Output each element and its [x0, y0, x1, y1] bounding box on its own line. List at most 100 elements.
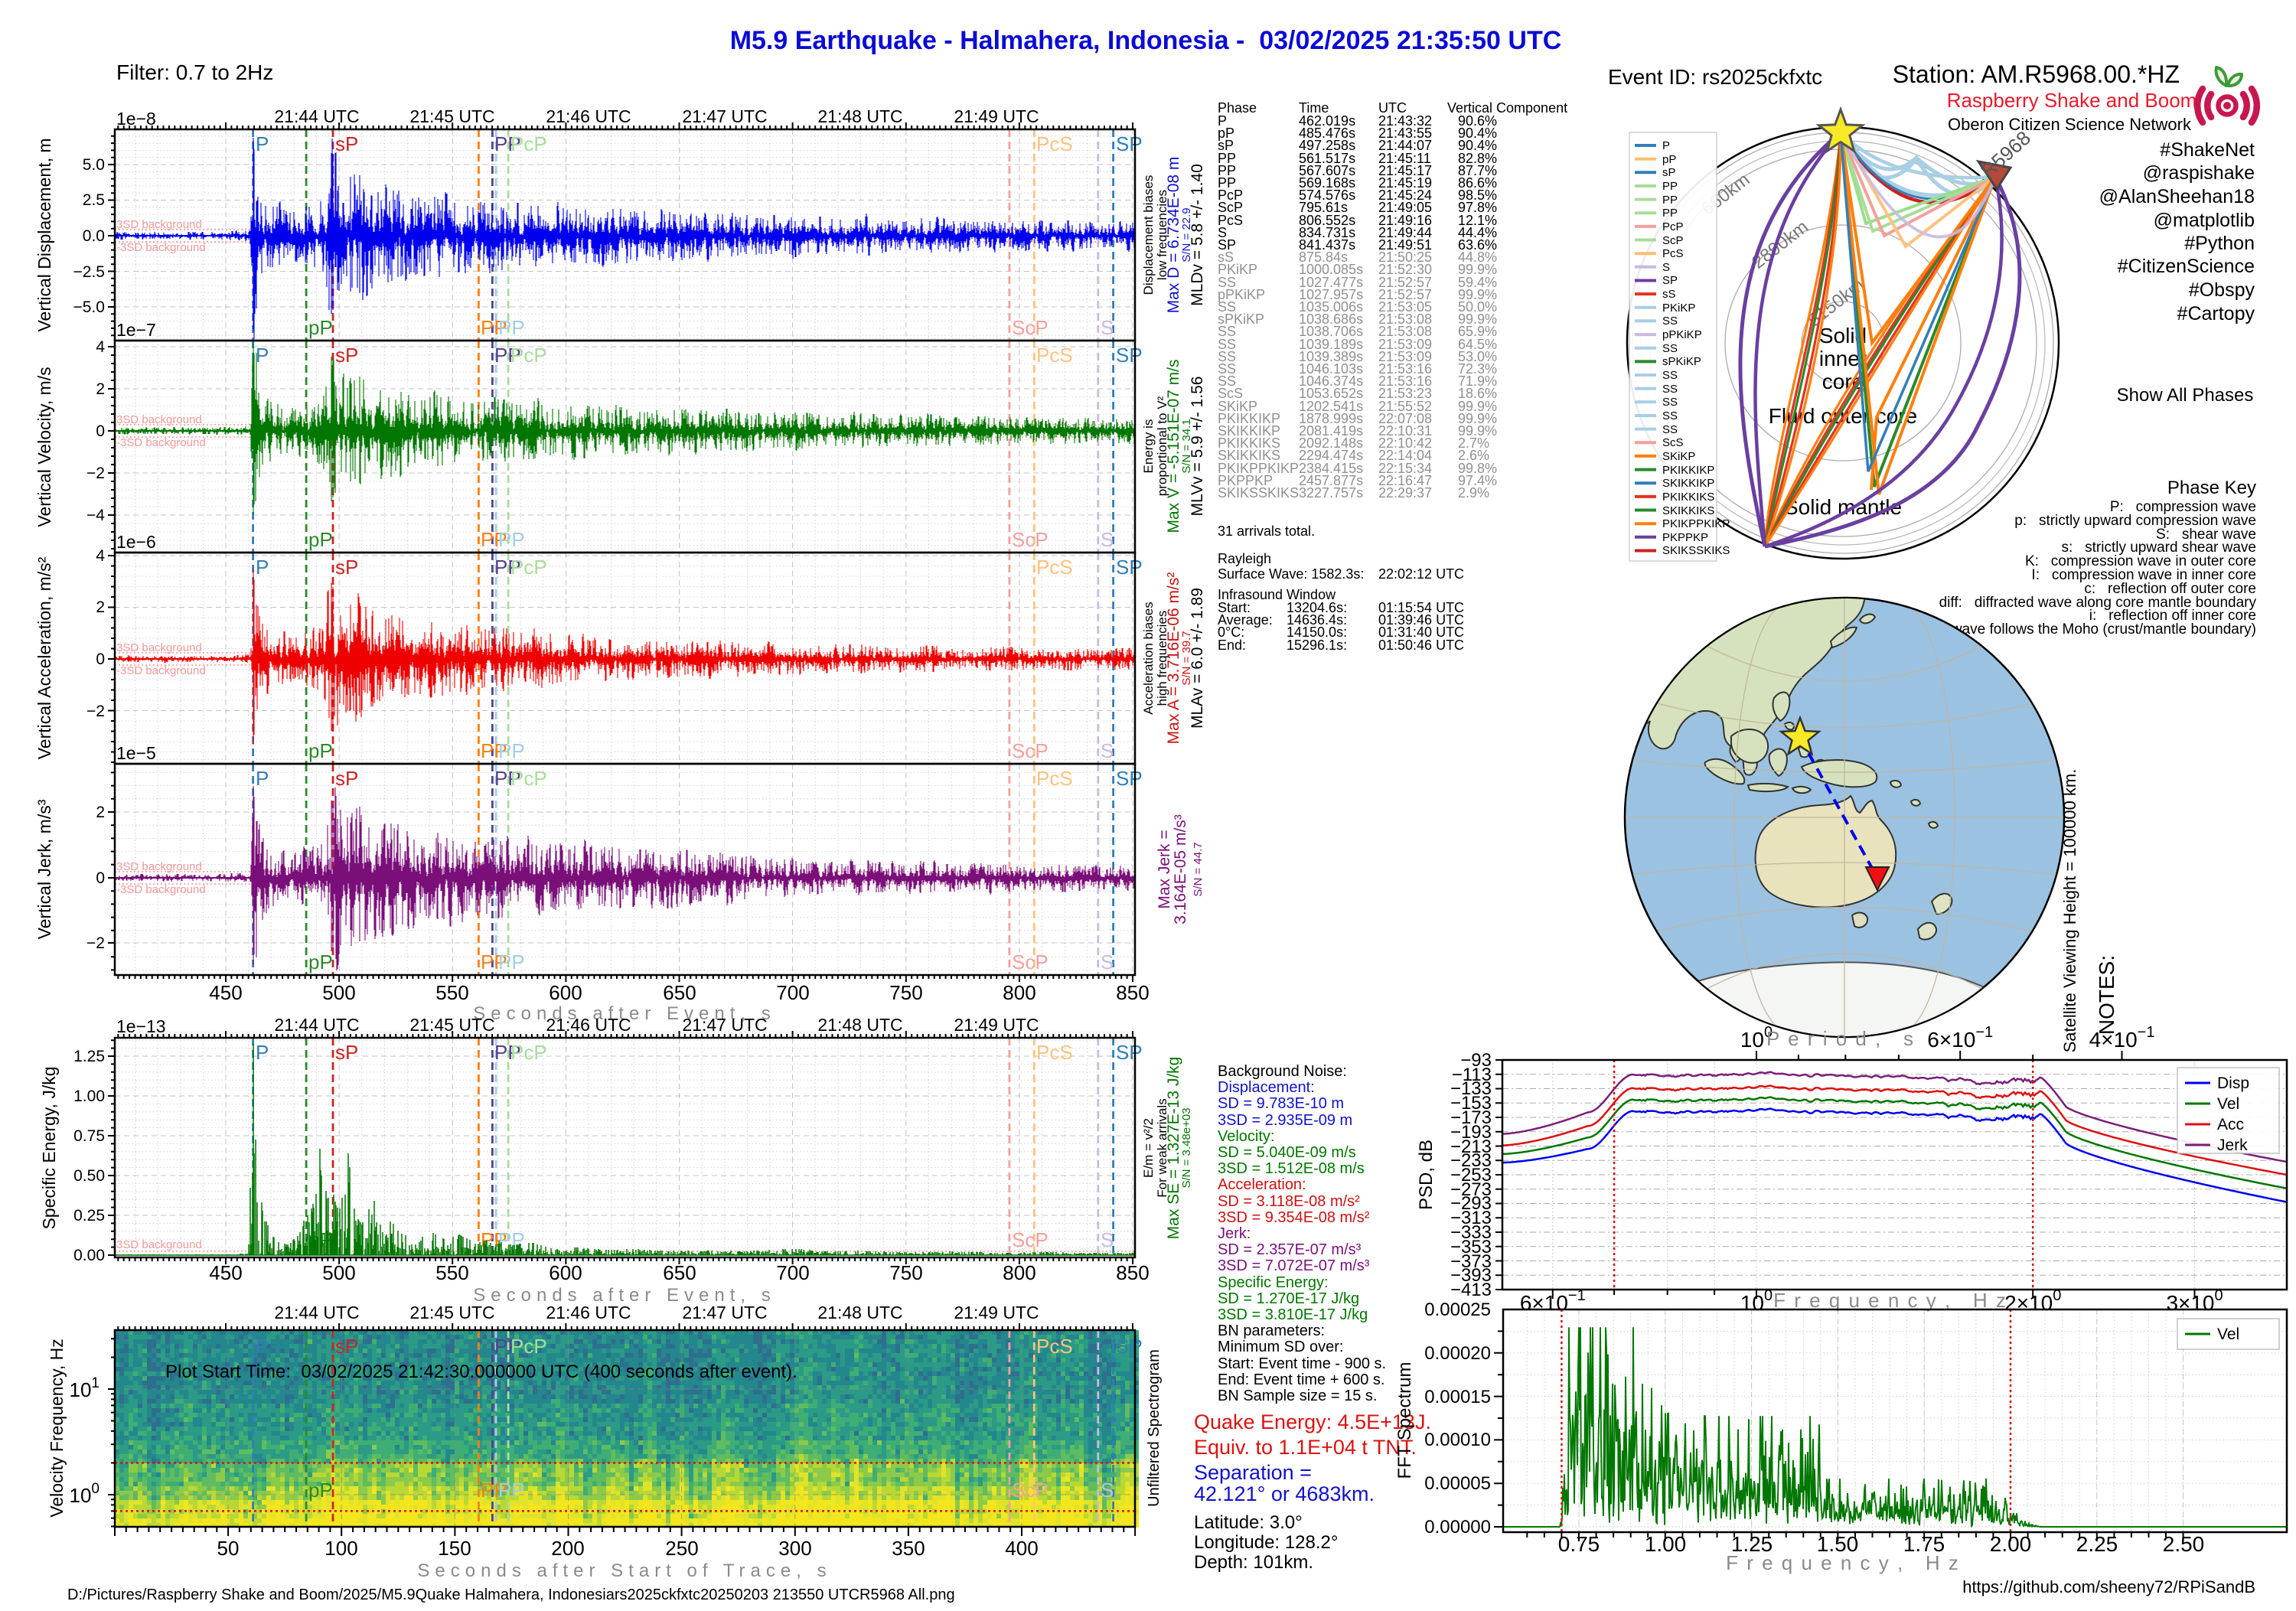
- svg-text:Latitude: 3.0°: Latitude: 3.0°: [1194, 1512, 1303, 1533]
- svg-text:low frequencies: low frequencies: [1155, 190, 1169, 280]
- svg-text:21:45:19: 21:45:19: [1378, 175, 1432, 191]
- svg-text:S: shear wave: S: shear wave: [2156, 527, 2256, 543]
- svg-text:P: P: [256, 1041, 269, 1064]
- svg-text:2.50: 2.50: [2163, 1532, 2205, 1556]
- svg-text:99.9%: 99.9%: [1458, 311, 1497, 327]
- svg-text:3227.757s: 3227.757s: [1299, 485, 1363, 501]
- svg-text:21:52:57: 21:52:57: [1378, 275, 1432, 290]
- svg-text:Rayleigh: Rayleigh: [1218, 551, 1271, 566]
- svg-text:65.9%: 65.9%: [1458, 324, 1497, 339]
- svg-text:Displacement:: Displacement:: [1218, 1079, 1315, 1096]
- svg-text:ScP: ScP: [1012, 1479, 1049, 1502]
- svg-text:PcS: PcS: [1036, 344, 1073, 367]
- svg-text:4: 4: [96, 547, 105, 565]
- svg-text:−373: −373: [1450, 1251, 1492, 1272]
- svg-text:PcP: PcP: [1218, 188, 1243, 203]
- svg-text:3SD = 2.935E-09 m: 3SD = 2.935E-09 m: [1218, 1112, 1352, 1129]
- svg-text:SS: SS: [1218, 373, 1236, 389]
- svg-text:SKIKKIKS: SKIKKIKS: [1662, 504, 1714, 517]
- svg-text:21:53:09: 21:53:09: [1378, 337, 1432, 352]
- svg-text:2.5: 2.5: [83, 191, 105, 209]
- svg-text:S/N = 39.7: S/N = 39.7: [1180, 631, 1193, 685]
- svg-text:Longitude: 128.2°: Longitude: 128.2°: [1194, 1532, 1338, 1553]
- svg-text:−353: −353: [1450, 1237, 1492, 1257]
- svg-text:150: 150: [438, 1537, 471, 1560]
- svg-text:1027.957s: 1027.957s: [1299, 287, 1363, 302]
- svg-text:99.9%: 99.9%: [1458, 399, 1497, 414]
- svg-text:ScP: ScP: [1012, 528, 1049, 551]
- svg-text:Event ID: rs2025ckfxtc: Event ID: rs2025ckfxtc: [1608, 65, 1822, 89]
- svg-text:98.5%: 98.5%: [1458, 188, 1497, 203]
- svg-text:SS: SS: [1218, 349, 1236, 364]
- svg-text:1000.085s: 1000.085s: [1299, 262, 1363, 277]
- svg-text:1.25: 1.25: [1731, 1532, 1773, 1556]
- svg-text:462.019s: 462.019s: [1299, 113, 1355, 129]
- svg-text:59.4%: 59.4%: [1458, 275, 1497, 290]
- svg-text:3×100: 3×100: [2166, 1287, 2223, 1315]
- svg-text:0.0: 0.0: [83, 227, 105, 245]
- svg-text:pP: pP: [308, 528, 333, 551]
- svg-text:0.75: 0.75: [1558, 1532, 1600, 1556]
- svg-text:PP: PP: [481, 1479, 507, 1502]
- svg-text:21:43:55: 21:43:55: [1378, 126, 1432, 141]
- svg-text:834.731s: 834.731s: [1299, 225, 1355, 240]
- svg-text:0.25: 0.25: [73, 1207, 105, 1225]
- svg-text:NOTES:: NOTES:: [2095, 955, 2118, 1035]
- svg-text:Energy is: Energy is: [1141, 419, 1156, 474]
- svg-text:0.00025: 0.00025: [1424, 1300, 1491, 1320]
- svg-text:sP: sP: [335, 344, 358, 367]
- svg-text:pPKiKP: pPKiKP: [1218, 287, 1265, 302]
- svg-text:21:48 UTC: 21:48 UTC: [817, 106, 902, 126]
- svg-text:sS: sS: [1662, 288, 1676, 301]
- svg-text:Max Jerk =: Max Jerk =: [1156, 830, 1173, 908]
- svg-text:21:49:44: 21:49:44: [1378, 225, 1432, 240]
- svg-text:pP: pP: [1218, 126, 1234, 141]
- svg-text:PcP: PcP: [510, 767, 547, 790]
- svg-text:561.517s: 561.517s: [1299, 151, 1355, 166]
- svg-text:2.6%: 2.6%: [1458, 448, 1489, 463]
- svg-text:21:44 UTC: 21:44 UTC: [274, 106, 359, 126]
- svg-text:72.3%: 72.3%: [1458, 361, 1497, 377]
- svg-text:21:48 UTC: 21:48 UTC: [817, 1015, 902, 1035]
- svg-text:82.8%: 82.8%: [1458, 151, 1497, 166]
- svg-text:1046.103s: 1046.103s: [1299, 361, 1363, 377]
- svg-text:PcS: PcS: [1662, 247, 1684, 260]
- svg-text:21:46 UTC: 21:46 UTC: [546, 1303, 631, 1322]
- svg-text:@AlanSheehan18: @AlanSheehan18: [2099, 186, 2255, 207]
- svg-text:S/N = 34.1: S/N = 34.1: [1180, 419, 1193, 473]
- svg-text:SKIKSSKIKS: SKIKSSKIKS: [1218, 485, 1299, 501]
- svg-text:sP: sP: [335, 1335, 358, 1358]
- svg-text:−293: −293: [1450, 1193, 1492, 1214]
- svg-text:3SD = 1.512E-08 m/s: 3SD = 1.512E-08 m/s: [1218, 1160, 1365, 1177]
- svg-text:22:07:08: 22:07:08: [1378, 411, 1432, 426]
- svg-text:Acceleration:: Acceleration:: [1218, 1176, 1306, 1193]
- svg-text:0.00020: 0.00020: [1424, 1343, 1491, 1364]
- svg-text:-3SD background: -3SD background: [116, 883, 206, 896]
- svg-text:1e−5: 1e−5: [116, 743, 156, 763]
- svg-text:SP: SP: [1116, 132, 1143, 155]
- svg-text:PKIKKIKS: PKIKKIKS: [1662, 491, 1714, 504]
- svg-text:S: S: [1101, 1228, 1114, 1251]
- svg-text:44.4%: 44.4%: [1458, 225, 1497, 240]
- svg-text:Start: Event time - 900 s.: Start: Event time - 900 s.: [1218, 1355, 1386, 1372]
- svg-text:806.552s: 806.552s: [1299, 213, 1355, 228]
- svg-text:200: 200: [551, 1537, 584, 1560]
- svg-text:Phase: Phase: [1218, 100, 1257, 116]
- svg-text:14150.0s:: 14150.0s:: [1287, 625, 1347, 640]
- svg-text:1038.686s: 1038.686s: [1299, 311, 1363, 327]
- svg-text:86.6%: 86.6%: [1458, 175, 1497, 191]
- svg-text:S: S: [1218, 225, 1227, 240]
- svg-text:#Obspy: #Obspy: [2189, 279, 2255, 301]
- svg-text:p: strictly upward compressi: p: strictly upward compression wave: [2014, 513, 2256, 529]
- svg-text:1.50: 1.50: [1817, 1532, 1859, 1556]
- svg-text:0.75: 0.75: [73, 1127, 105, 1145]
- svg-text:pP: pP: [1662, 153, 1676, 166]
- svg-text:50: 50: [217, 1537, 240, 1560]
- svg-text:500: 500: [322, 981, 355, 1004]
- svg-text:−273: −273: [1450, 1179, 1492, 1200]
- svg-text:Plot Start Time: 03/02/2025 2: Plot Start Time: 03/02/2025 21:42:30.000…: [165, 1362, 797, 1382]
- svg-text:SP: SP: [1116, 344, 1143, 367]
- svg-text:100: 100: [325, 1537, 357, 1560]
- svg-text:21:52:57: 21:52:57: [1378, 287, 1432, 302]
- svg-text:21:44 UTC: 21:44 UTC: [274, 1015, 359, 1035]
